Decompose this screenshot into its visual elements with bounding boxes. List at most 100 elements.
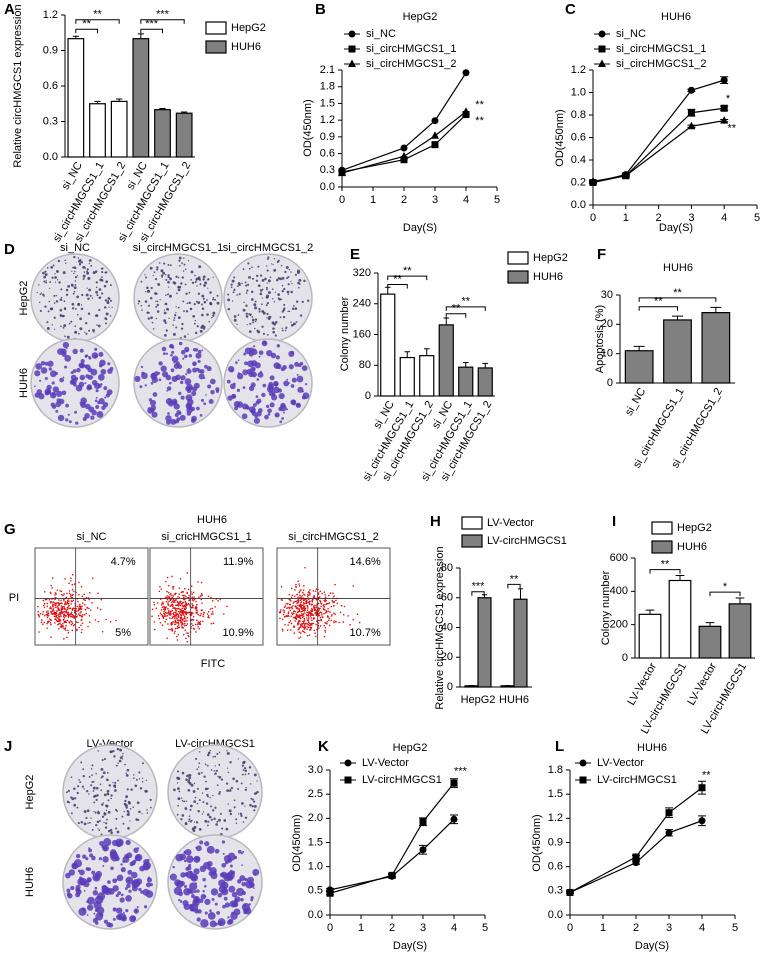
- colony: [82, 907, 86, 911]
- event-dot: [51, 619, 53, 621]
- colony: [77, 303, 80, 306]
- event-dot: [184, 625, 186, 627]
- colony: [167, 281, 170, 284]
- significance: **: [727, 122, 736, 134]
- colony: [34, 370, 40, 376]
- colony: [116, 765, 118, 767]
- event-dot: [158, 618, 160, 620]
- colony: [64, 260, 66, 262]
- colony: [291, 283, 292, 284]
- event-dot: [192, 607, 194, 609]
- event-dot: [81, 586, 83, 588]
- colony: [206, 802, 208, 804]
- event-dot: [306, 617, 308, 619]
- colony: [253, 887, 255, 889]
- colony: [99, 830, 101, 832]
- colony: [171, 368, 175, 372]
- event-dot: [308, 619, 310, 621]
- colony: [78, 260, 81, 263]
- x-tick-label: 4: [699, 922, 705, 934]
- colony: [221, 828, 223, 830]
- y-tick-label: 0.0: [548, 909, 563, 921]
- colony: [63, 300, 65, 302]
- colony: [186, 310, 188, 312]
- colony: [228, 886, 235, 893]
- colony: [302, 301, 304, 303]
- event-dot: [326, 623, 328, 625]
- event-dot: [177, 628, 179, 630]
- error-bar: [424, 349, 430, 356]
- event-dot: [175, 628, 177, 630]
- colony: [156, 293, 158, 295]
- colony: [258, 372, 264, 378]
- colony: [126, 774, 129, 777]
- quadrant-label: 5%: [115, 627, 131, 639]
- event-dot: [165, 615, 167, 617]
- y-tick-label: 0.0: [308, 909, 323, 921]
- colony: [141, 366, 143, 368]
- event-dot: [170, 629, 172, 631]
- event-dot: [293, 612, 295, 614]
- colony: [254, 773, 257, 776]
- colony: [298, 363, 302, 367]
- colony: [177, 782, 178, 783]
- colony: [275, 321, 277, 323]
- event-dot: [211, 623, 213, 625]
- event-dot: [162, 616, 164, 618]
- chart-title: HepG2: [403, 11, 438, 23]
- colony: [147, 290, 150, 293]
- colony: [194, 890, 197, 893]
- colony: [174, 403, 180, 409]
- colony: [280, 403, 285, 408]
- colony: [267, 258, 269, 260]
- colony: [179, 342, 183, 346]
- event-dot: [59, 620, 61, 622]
- colony: [91, 376, 93, 378]
- error-bar: [138, 34, 144, 39]
- event-dot: [43, 605, 45, 607]
- event-dot: [178, 611, 180, 613]
- error-bar: [646, 610, 655, 614]
- legend-label: LV-circHMGCS1: [597, 774, 677, 786]
- colony: [209, 909, 212, 912]
- colony: [104, 272, 106, 274]
- colony: [81, 821, 83, 823]
- event-dot: [178, 634, 180, 636]
- panel-letter: E: [350, 246, 360, 263]
- colony: [203, 298, 205, 300]
- event-dot: [298, 627, 300, 629]
- colony: [125, 795, 128, 798]
- y-tick-label: 0.0: [43, 151, 58, 163]
- colony: [125, 895, 132, 902]
- colony: [236, 888, 244, 896]
- event-dot: [42, 614, 44, 616]
- event-dot: [282, 630, 284, 632]
- event-dot: [44, 603, 46, 605]
- event-dot: [101, 599, 103, 601]
- colony: [39, 302, 40, 303]
- event-dot: [44, 615, 46, 617]
- colony: [276, 355, 280, 359]
- marker: [599, 31, 606, 38]
- error-bar: [482, 363, 488, 368]
- colony: [106, 810, 107, 811]
- event-dot: [185, 638, 187, 640]
- colony: [185, 778, 188, 781]
- colony: [65, 404, 69, 408]
- event-dot: [169, 617, 171, 619]
- colony: [227, 298, 230, 301]
- event-dot: [280, 609, 282, 611]
- colony: [252, 869, 259, 876]
- x-tick-label: 5: [494, 194, 500, 206]
- panel-letter: K: [318, 738, 329, 755]
- event-dot: [164, 607, 166, 609]
- colony: [245, 787, 246, 788]
- panel-letter: F: [597, 246, 606, 263]
- colony: [237, 879, 241, 883]
- colony: [110, 315, 112, 317]
- event-dot: [197, 626, 199, 628]
- colony: [81, 294, 83, 296]
- bar: [420, 356, 434, 396]
- colony: [244, 767, 246, 769]
